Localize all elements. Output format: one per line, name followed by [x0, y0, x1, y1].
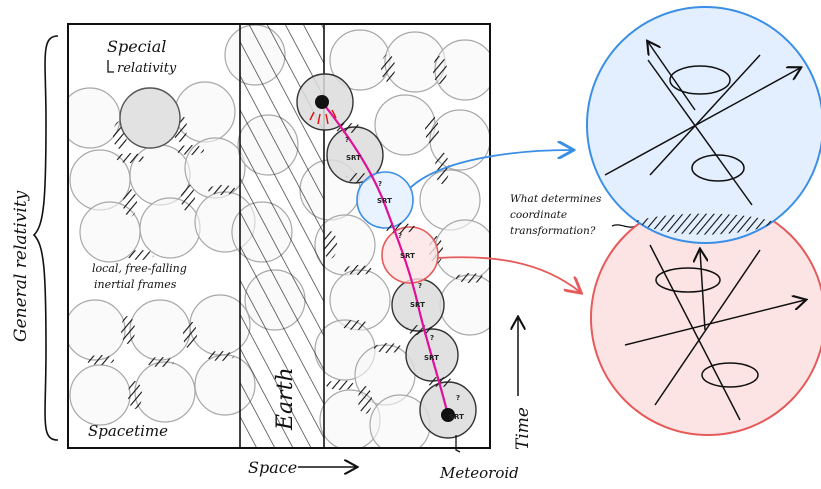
- general-relativity-label: General relativity: [11, 190, 31, 342]
- svg-text:SRT: SRT: [410, 301, 425, 309]
- svg-text:?: ?: [418, 282, 422, 290]
- special-relativity-label-2: relativity: [117, 61, 177, 76]
- special-relativity-circle: [119, 87, 181, 149]
- question-label-2: coordinate: [510, 209, 567, 221]
- svg-text:?: ?: [456, 394, 460, 402]
- meteoroid-frames: [296, 73, 477, 439]
- meteoroid-label: Meteoroid: [439, 464, 519, 482]
- impact-marks: [309, 109, 337, 125]
- general-relativity-brace: [32, 35, 59, 441]
- red-connector-arrow: [437, 256, 580, 292]
- local-frames-label-2: inertial frames: [94, 278, 177, 291]
- blue-connector-arrow: [409, 150, 572, 189]
- svg-text:?: ?: [378, 180, 382, 188]
- blue-lightcone-frame: [586, 6, 821, 244]
- srt-labels: SRT SRT SRT SRT SRT SRT ? ? ? ? ? ?: [345, 136, 464, 421]
- svg-text:?: ?: [345, 136, 349, 144]
- spacetime-frame: [67, 23, 491, 449]
- frames-overlap-hatch: [636, 213, 774, 235]
- svg-text:SRT: SRT: [424, 354, 439, 362]
- meteoroid-worldline: [321, 101, 450, 416]
- earth-label: Earth: [273, 367, 298, 431]
- meteoroid-impact-dot: [315, 95, 329, 109]
- svg-text:?: ?: [430, 334, 434, 342]
- svg-text:SRT: SRT: [400, 252, 415, 260]
- question-label-1: What determines: [510, 193, 602, 205]
- question-label-3: transformation?: [510, 225, 596, 237]
- local-frames-label-1: local, free-falling: [92, 262, 187, 275]
- svg-text:SRT: SRT: [449, 413, 464, 421]
- space-axis-label: Space: [248, 458, 297, 477]
- svg-text:SRT: SRT: [346, 154, 361, 162]
- svg-text:SRT: SRT: [377, 197, 392, 205]
- time-axis-label: Time: [513, 407, 533, 450]
- svg-text:?: ?: [398, 232, 402, 240]
- meteoroid-start-dot: [441, 408, 455, 422]
- spacetime-label: Spacetime: [88, 422, 168, 440]
- special-relativity-label-1: Special: [107, 37, 166, 56]
